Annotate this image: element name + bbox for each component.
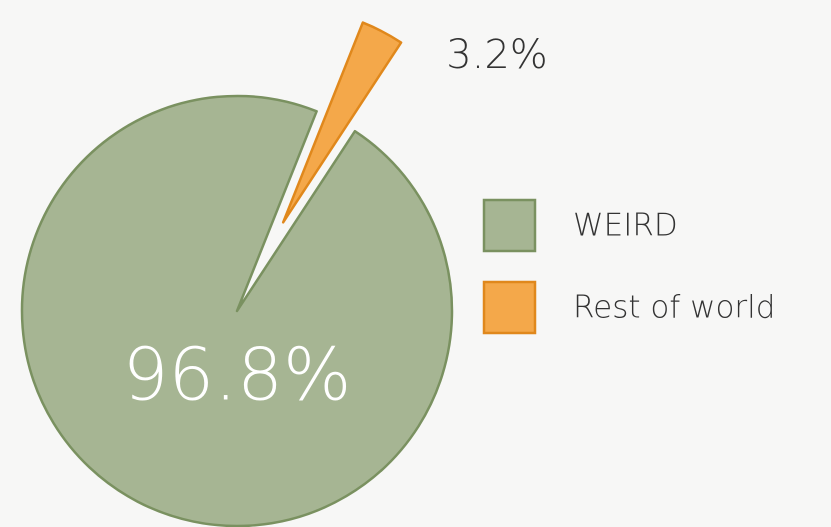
legend-label: Rest of world xyxy=(573,290,775,326)
value-label: 3.2% xyxy=(446,32,548,78)
pie-slice xyxy=(281,21,403,224)
legend-swatch xyxy=(482,280,537,335)
value-label: 96.8% xyxy=(123,333,352,417)
pie-slice xyxy=(20,94,454,527)
legend-swatch xyxy=(482,198,537,253)
legend-label: WEIRD xyxy=(573,208,678,244)
